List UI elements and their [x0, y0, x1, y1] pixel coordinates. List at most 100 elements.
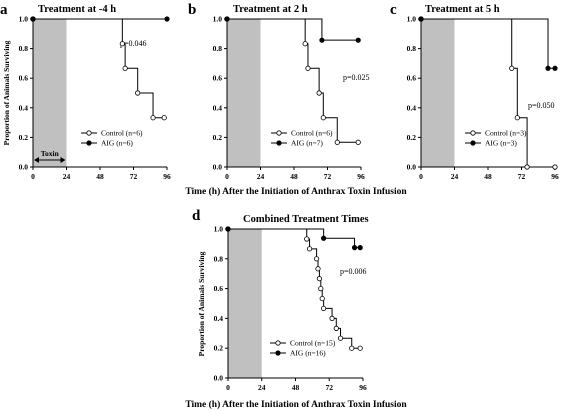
x-tick-label: 0 [225, 172, 229, 181]
legend-marker [275, 340, 281, 346]
legend-marker [86, 130, 92, 136]
y-tick-label: 0.8 [19, 44, 29, 53]
control-data-point [122, 65, 128, 71]
control-data-point [357, 345, 363, 351]
panel-a: 0.0 0.2 0.4 0.6 0.8 1.0 0 24 48 72 96 a Treatment at… [0, 2, 171, 181]
p-value-label: p=0.050 [528, 101, 555, 110]
y-tick-label: 0.4 [19, 103, 29, 112]
aig-data-point [319, 37, 325, 43]
aig-data-point [321, 235, 327, 241]
panel-title: Combined Treatment Times [243, 214, 369, 225]
panel-letter: b [188, 2, 196, 18]
x-tick-label: 0 [31, 172, 35, 181]
x-tick-label: 24 [258, 383, 266, 392]
x-tick-label: 72 [326, 383, 334, 392]
x-tick-label: 24 [451, 172, 459, 181]
aig-data-point [357, 245, 363, 251]
y-tick-label: 0.8 [407, 44, 417, 53]
control-data-point [304, 236, 310, 242]
aig-data-point [355, 37, 361, 43]
control-data-point [318, 285, 324, 292]
aig-data-point [418, 16, 424, 22]
y-tick-label: 0.0 [214, 374, 224, 383]
legend-marker [470, 130, 476, 136]
aig-data-point [224, 16, 230, 22]
y-tick-label: 1.0 [214, 225, 224, 234]
x-tick-label: 48 [96, 172, 104, 181]
panel-letter: d [192, 208, 201, 224]
y-tick-label: 1.0 [407, 15, 417, 24]
aig-data-point [164, 16, 170, 22]
control-data-point [320, 115, 326, 121]
y-tick-label: 0.2 [213, 133, 223, 142]
y-tick-label: 0.2 [214, 344, 224, 353]
aig-survival-line [421, 18, 555, 69]
y-tick-label: 0.4 [407, 103, 417, 112]
control-data-point [552, 164, 558, 170]
control-data-point [315, 266, 321, 272]
y-tick-label: 0.4 [214, 314, 224, 323]
control-data-point [306, 246, 313, 252]
legend-label: Control (n=15) [290, 339, 336, 348]
control-data-point [313, 256, 320, 262]
x-tick-label: 96 [359, 383, 367, 392]
control-data-point [321, 305, 327, 312]
y-tick-label: 0.8 [213, 44, 223, 53]
control-data-point [119, 41, 125, 47]
panel-b: 0.0 0.2 0.4 0.6 0.8 1.0 0 24 48 72 96 b Treatment at… [188, 2, 370, 181]
aig-data-point [30, 16, 36, 22]
p-value-label: p=0.006 [340, 267, 367, 276]
control-data-point [514, 115, 520, 121]
aig-data-point [552, 65, 558, 71]
x-tick-label: 96 [551, 172, 559, 181]
control-data-point [334, 139, 340, 145]
panel-title: Treatment at 2 h [233, 4, 308, 15]
toxin-shaded-region [227, 19, 261, 167]
aig-survival-line [227, 18, 359, 41]
x-tick-label: 96 [357, 172, 365, 181]
x-tick-label: 48 [290, 172, 298, 181]
control-data-point [316, 276, 323, 282]
y-tick-label: 0.6 [213, 74, 223, 83]
control-data-point [150, 115, 156, 121]
panel-title: Treatment at -4 h [38, 4, 116, 15]
y-tick-label: 0.0 [407, 163, 417, 172]
toxin-arrow-left-head [34, 157, 39, 163]
control-data-point [329, 315, 335, 321]
x-tick-label: 24 [63, 172, 71, 181]
legend-label: Control (n=6) [101, 129, 143, 138]
control-survival-line [227, 18, 359, 143]
p-value-label: p=0.046 [120, 39, 147, 48]
aig-data-point [225, 226, 231, 232]
y-tick-label: 0.0 [19, 163, 29, 172]
panel-letter: a [0, 2, 8, 18]
control-data-point [337, 335, 344, 341]
legend-label: Control (n=6) [291, 129, 333, 138]
x-tick-label: 0 [419, 172, 423, 181]
control-data-point [509, 65, 515, 71]
y-tick-label: 0.4 [213, 103, 223, 112]
aig-data-point [545, 65, 551, 71]
control-data-point [135, 90, 141, 96]
x-tick-label: 24 [257, 172, 265, 181]
x-tick-label: 48 [292, 383, 300, 392]
legend-label: Control (n=3) [485, 129, 527, 138]
y-axis-label: Proportion of Animals Surviving [197, 251, 206, 356]
toxin-annotation: Toxin [41, 149, 60, 158]
y-tick-label: 0.6 [19, 74, 29, 83]
aig-data-point [351, 245, 358, 251]
x-tick-label: 72 [130, 172, 138, 181]
x-axis-label-top: Time (h) After the Initiation of Anthrax… [185, 186, 407, 197]
y-tick-label: 0.8 [214, 254, 224, 263]
x-tick-label: 72 [324, 172, 332, 181]
control-survival-line [421, 18, 555, 168]
control-data-point [355, 139, 361, 145]
legend-label: AIG (n=6) [101, 139, 133, 148]
legend-label: AIG (n=16) [290, 349, 326, 358]
control-survival-line [33, 18, 165, 119]
panel-title: Treatment at 5 h [425, 4, 500, 15]
y-tick-label: 0.0 [213, 163, 223, 172]
x-tick-label: 0 [226, 383, 230, 392]
y-tick-label: 0.2 [407, 133, 417, 142]
